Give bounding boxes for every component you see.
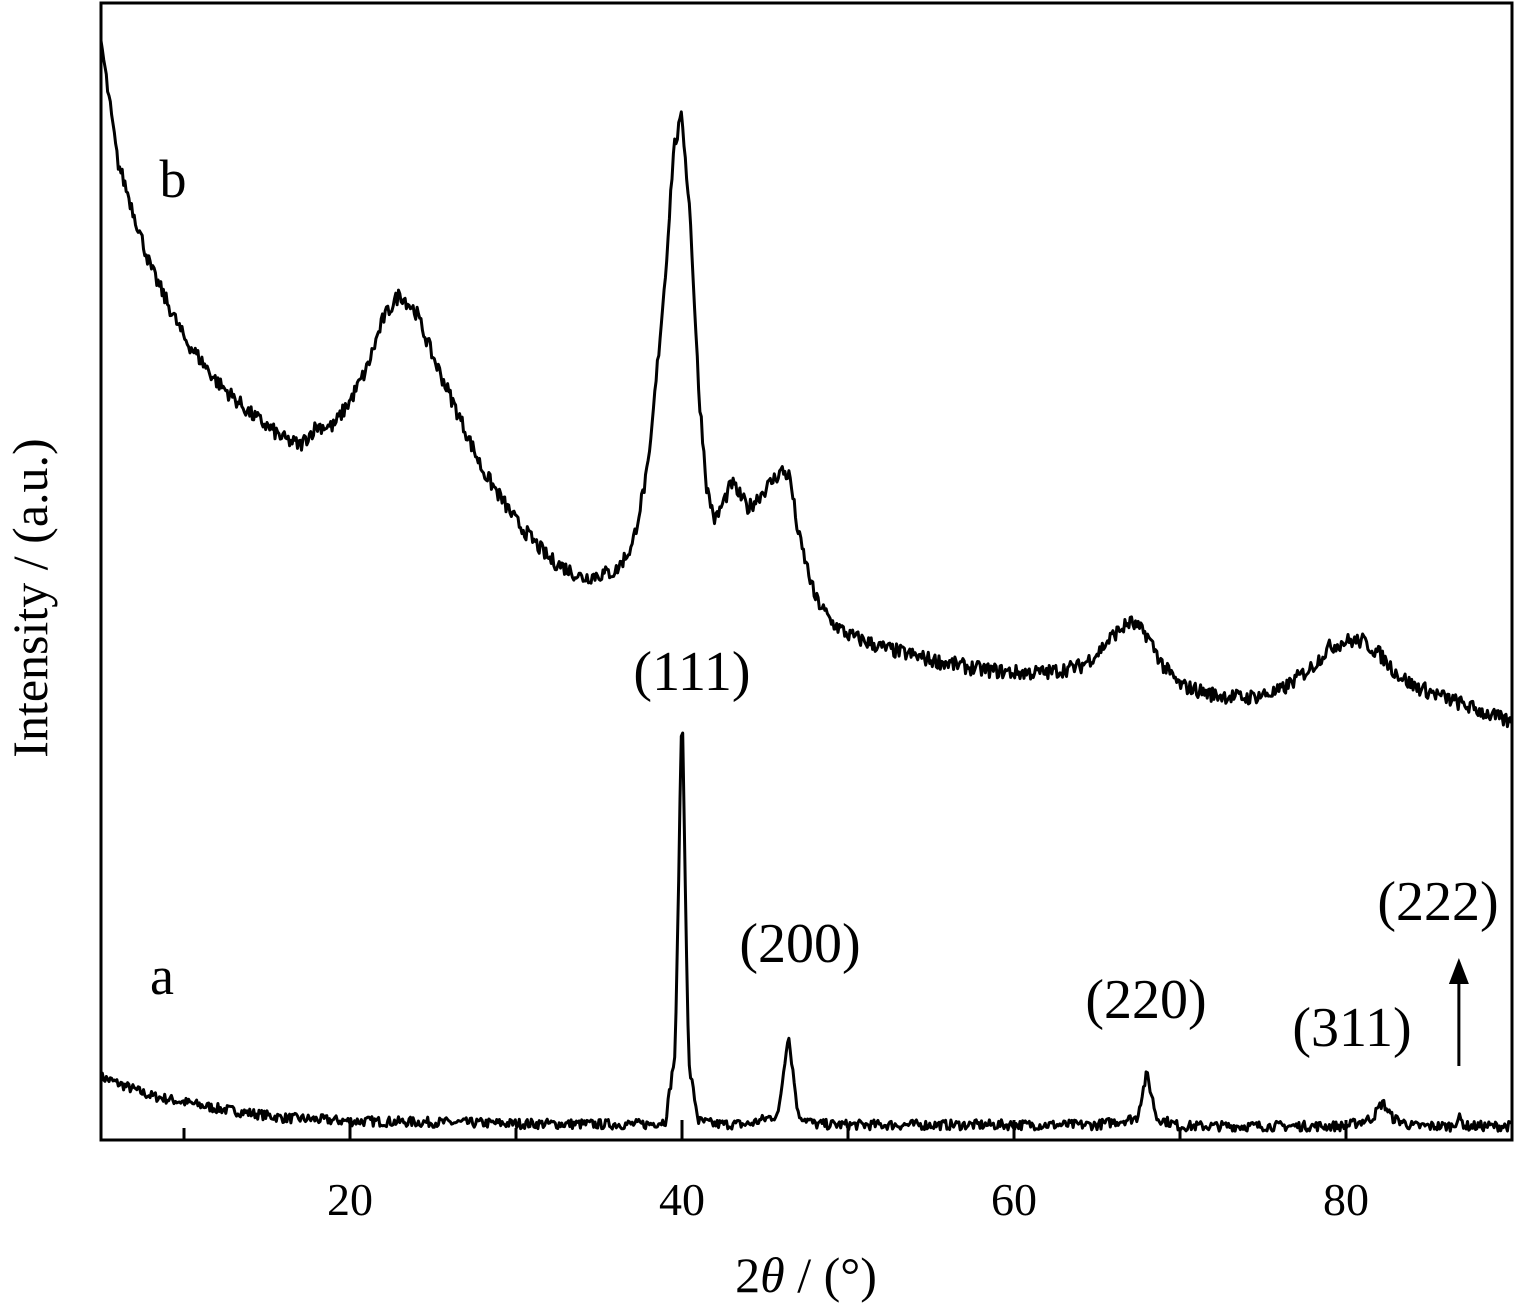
series-label-b: b xyxy=(160,149,187,209)
peak-label: (200) xyxy=(739,913,860,975)
y-axis-title: Intensity / (a.u.) xyxy=(2,438,58,757)
series-a-line xyxy=(99,731,1513,1133)
series-b-line xyxy=(99,40,1513,729)
arrow-head xyxy=(1448,958,1469,984)
peak-annotations: a b (111) (200) (220) (311) (222) xyxy=(150,149,1499,1066)
x-tick-label: 60 xyxy=(991,1174,1037,1225)
data-traces xyxy=(99,40,1513,1133)
x-axis-title: 2θ / (°) xyxy=(735,1247,877,1303)
peak-label: (311) xyxy=(1292,997,1411,1059)
plot-frame xyxy=(99,1,1514,1142)
series-label-a: a xyxy=(150,946,174,1006)
x-tick-label: 20 xyxy=(327,1174,373,1225)
peak-label: (111) xyxy=(633,641,750,703)
x-tick-label: 80 xyxy=(1323,1174,1369,1225)
x-tick-label: 40 xyxy=(659,1174,705,1225)
peak-label: (220) xyxy=(1085,969,1206,1031)
peak-label: (222) xyxy=(1377,871,1498,933)
x-axis-tick-labels: 20 40 60 80 xyxy=(327,1174,1369,1225)
plot-border xyxy=(99,1,1514,1142)
